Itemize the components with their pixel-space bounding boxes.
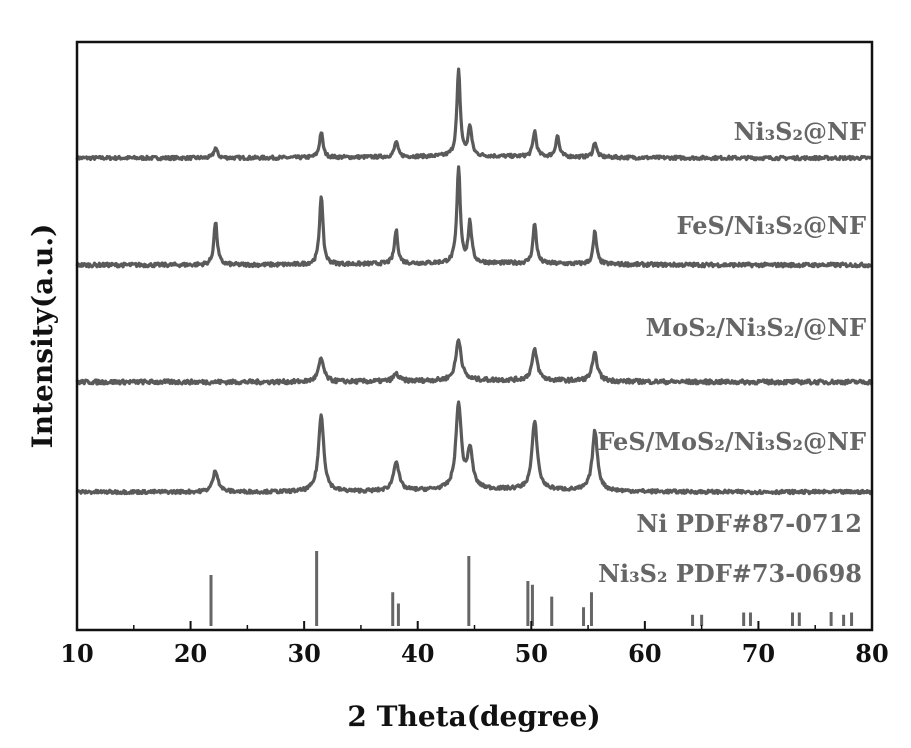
- x-tick-label: 60: [628, 639, 661, 668]
- series-line-3: [75, 338, 874, 386]
- x-tick-label: 30: [287, 639, 320, 668]
- x-axis-ticks: 10 20 30 40 50 60 70 80: [60, 621, 889, 668]
- x-tick-label: 20: [174, 639, 207, 668]
- x-tick-label: 10: [60, 639, 93, 668]
- series-label-2: FeS/Ni₃S₂@NF: [677, 211, 866, 240]
- series-group: [75, 67, 874, 496]
- x-tick-label: 40: [401, 639, 434, 668]
- x-tick-label: 50: [515, 639, 548, 668]
- series-label-4: FeS/MoS₂/Ni₃S₂@NF: [597, 427, 866, 456]
- x-axis-title: 2 Theta(degree): [347, 700, 600, 733]
- reference-group: [209, 551, 854, 626]
- series-line-2: [75, 165, 873, 269]
- reference-label-1: Ni PDF#87-0712: [636, 509, 862, 538]
- y-axis-title: Intensity(a.u.): [26, 224, 59, 449]
- series-label-3: MoS₂/Ni₃S₂/@NF: [646, 313, 866, 342]
- series-line-1: [75, 67, 873, 162]
- x-tick-label: 80: [855, 639, 888, 668]
- x-tick-label: 70: [742, 639, 775, 668]
- series-labels: Ni₃S₂@NF FeS/Ni₃S₂@NF MoS₂/Ni₃S₂/@NF FeS/Mo…: [597, 117, 866, 588]
- series-label-1: Ni₃S₂@NF: [734, 117, 866, 146]
- reference-label-2: Ni₃S₂ PDF#73-0698: [598, 559, 862, 588]
- series-line-4: [75, 400, 874, 496]
